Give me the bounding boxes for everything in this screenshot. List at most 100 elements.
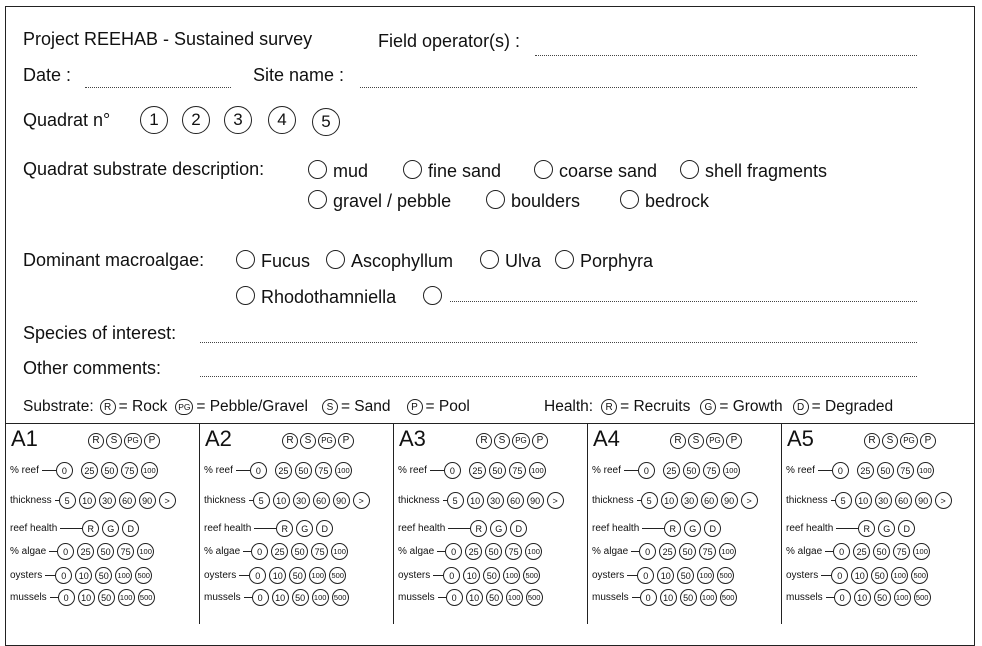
substrate-type-option[interactable]: PG xyxy=(318,432,336,449)
value-option[interactable]: 50 xyxy=(95,567,113,584)
value-option[interactable]: 60 xyxy=(700,492,718,509)
value-option[interactable]: 100 xyxy=(311,589,329,606)
value-option[interactable]: 50 xyxy=(289,567,307,584)
value-option[interactable]: 60 xyxy=(506,492,524,509)
substrate-type-option[interactable]: S xyxy=(300,432,316,449)
value-option[interactable]: R xyxy=(858,520,876,537)
algae-option-other[interactable] xyxy=(423,286,448,308)
value-option[interactable]: 0 xyxy=(249,462,267,479)
substrate-option-gravel-pebble[interactable]: gravel / pebble xyxy=(308,190,451,212)
value-option[interactable]: 75 xyxy=(508,462,526,479)
value-option[interactable]: 500 xyxy=(525,589,543,606)
value-option[interactable]: 100 xyxy=(528,462,546,479)
value-option[interactable]: 25 xyxy=(659,543,677,560)
value-option[interactable]: D xyxy=(510,520,528,537)
value-option[interactable]: 50 xyxy=(97,589,115,606)
value-option[interactable]: 0 xyxy=(637,567,655,584)
radio-icon[interactable] xyxy=(236,250,255,269)
substrate-type-option[interactable]: R xyxy=(864,432,880,449)
value-option[interactable]: 500 xyxy=(137,589,155,606)
value-option[interactable]: 10 xyxy=(271,589,289,606)
value-option[interactable]: 100 xyxy=(505,589,523,606)
value-option[interactable]: 100 xyxy=(699,589,717,606)
species-field[interactable] xyxy=(200,342,917,343)
value-option[interactable]: 50 xyxy=(291,589,309,606)
value-option[interactable]: 50 xyxy=(679,589,697,606)
value-option[interactable]: 500 xyxy=(719,589,737,606)
value-option[interactable]: 50 xyxy=(488,462,506,479)
value-option[interactable]: 50 xyxy=(485,589,503,606)
radio-icon[interactable] xyxy=(308,190,327,209)
value-option[interactable]: 0 xyxy=(445,589,463,606)
value-option[interactable]: 0 xyxy=(55,462,73,479)
substrate-type-option[interactable]: S xyxy=(882,432,898,449)
value-option[interactable]: 10 xyxy=(465,589,483,606)
radio-icon[interactable] xyxy=(423,286,442,305)
value-option[interactable]: 90 xyxy=(332,492,350,509)
substrate-option-coarse-sand[interactable]: coarse sand xyxy=(534,160,657,182)
value-option[interactable]: 30 xyxy=(486,492,504,509)
value-option[interactable]: 25 xyxy=(856,462,874,479)
value-option[interactable]: 25 xyxy=(662,462,680,479)
value-option[interactable]: 500 xyxy=(717,567,735,584)
value-option[interactable]: 75 xyxy=(702,462,720,479)
value-option[interactable]: D xyxy=(704,520,722,537)
value-option[interactable]: D xyxy=(898,520,916,537)
substrate-type-option[interactable]: R xyxy=(670,432,686,449)
radio-icon[interactable] xyxy=(680,160,699,179)
date-field[interactable] xyxy=(85,87,231,88)
quadrat-option-5[interactable]: 5 xyxy=(312,108,340,136)
value-option[interactable]: 25 xyxy=(274,462,292,479)
value-option[interactable]: 50 xyxy=(876,462,894,479)
value-option[interactable]: 60 xyxy=(894,492,912,509)
value-option[interactable]: 0 xyxy=(55,567,73,584)
value-option[interactable]: 25 xyxy=(468,462,486,479)
value-option[interactable]: 50 xyxy=(100,462,118,479)
value-option[interactable]: 10 xyxy=(659,589,677,606)
value-option[interactable]: 5 xyxy=(834,492,852,509)
radio-icon[interactable] xyxy=(486,190,505,209)
substrate-type-option[interactable]: S xyxy=(106,432,122,449)
value-option[interactable]: 0 xyxy=(639,589,657,606)
substrate-type-option[interactable]: PG xyxy=(706,432,724,449)
value-option[interactable]: 10 xyxy=(463,567,481,584)
value-option[interactable]: 25 xyxy=(77,543,95,560)
value-option[interactable]: 10 xyxy=(272,492,290,509)
value-option[interactable]: 5 xyxy=(640,492,658,509)
substrate-type-option[interactable]: S xyxy=(494,432,510,449)
quadrat-option-4[interactable]: 4 xyxy=(268,106,296,134)
value-option[interactable]: 100 xyxy=(140,462,158,479)
value-option[interactable]: 0 xyxy=(443,567,461,584)
field-operators-field[interactable] xyxy=(535,55,917,56)
value-option[interactable]: 100 xyxy=(331,543,349,560)
value-option[interactable]: 10 xyxy=(75,567,93,584)
value-option[interactable]: 0 xyxy=(445,543,463,560)
value-option[interactable]: 0 xyxy=(833,589,851,606)
substrate-option-bedrock[interactable]: bedrock xyxy=(620,190,709,212)
value-option[interactable]: 50 xyxy=(485,543,503,560)
value-option[interactable]: 0 xyxy=(251,543,269,560)
value-option[interactable]: 100 xyxy=(115,567,133,584)
value-option[interactable]: 30 xyxy=(292,492,310,509)
value-option[interactable]: 50 xyxy=(873,543,891,560)
algae-option-ulva[interactable]: Ulva xyxy=(480,250,541,272)
algae-option-ascophyllum[interactable]: Ascophyllum xyxy=(326,250,453,272)
value-option[interactable]: G xyxy=(878,520,896,537)
value-option[interactable]: G xyxy=(296,520,314,537)
algae-option-fucus[interactable]: Fucus xyxy=(236,250,310,272)
value-option[interactable]: 100 xyxy=(117,589,135,606)
value-option[interactable]: 75 xyxy=(311,543,329,560)
value-option[interactable]: 100 xyxy=(525,543,543,560)
value-option[interactable]: 5 xyxy=(58,492,76,509)
radio-icon[interactable] xyxy=(308,160,327,179)
value-option[interactable]: 75 xyxy=(120,462,138,479)
value-option[interactable]: 50 xyxy=(873,589,891,606)
substrate-option-mud[interactable]: mud xyxy=(308,160,368,182)
value-option[interactable]: 100 xyxy=(722,462,740,479)
value-option[interactable]: 30 xyxy=(98,492,116,509)
value-option[interactable]: 10 xyxy=(466,492,484,509)
algae-option-porphyra[interactable]: Porphyra xyxy=(555,250,653,272)
value-option[interactable]: 100 xyxy=(891,567,909,584)
value-option[interactable]: R xyxy=(664,520,682,537)
value-option[interactable]: 0 xyxy=(251,589,269,606)
